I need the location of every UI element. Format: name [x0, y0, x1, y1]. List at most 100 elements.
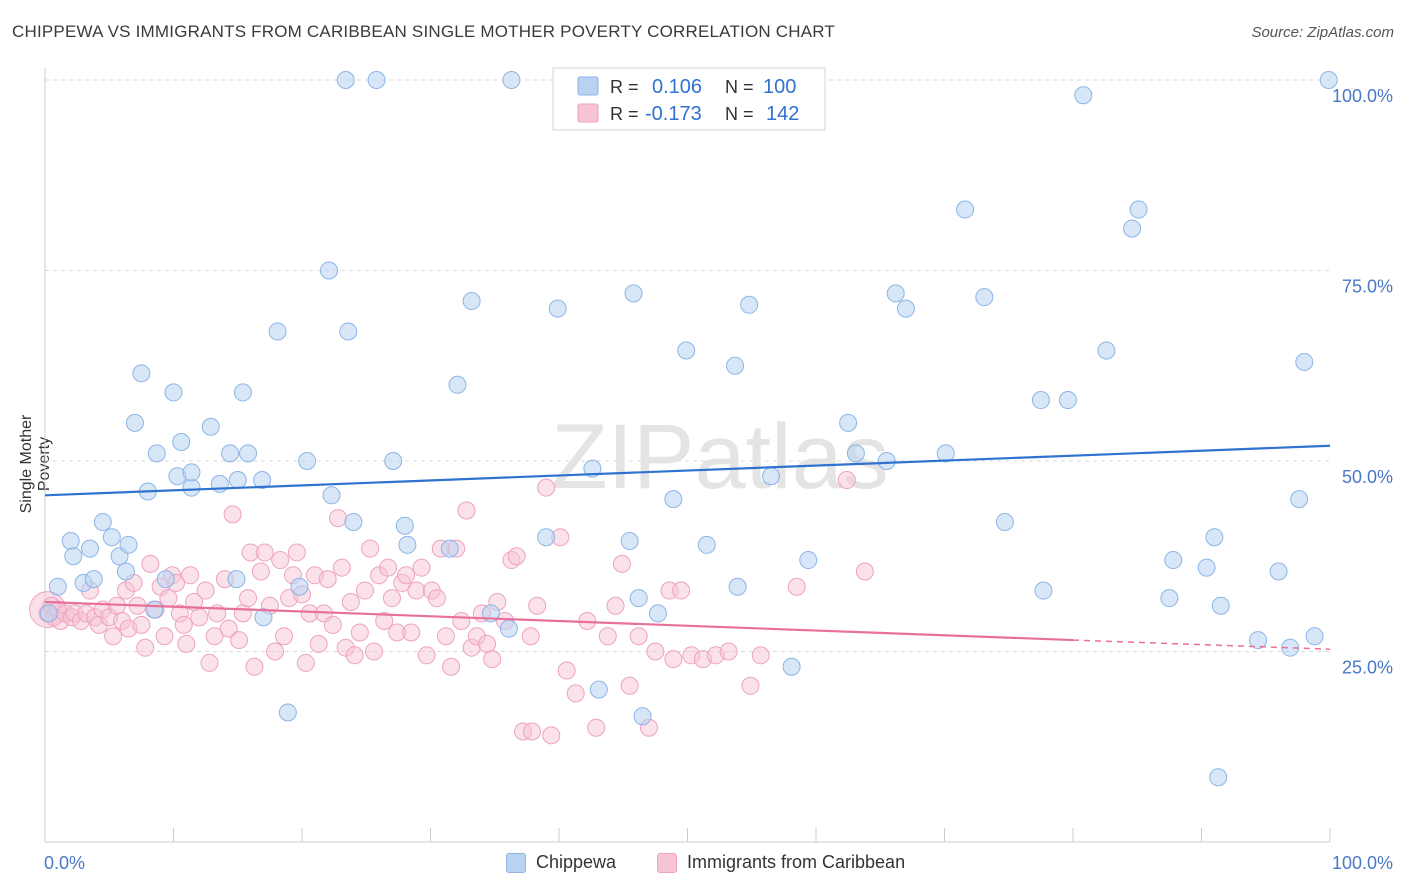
chippewa-point	[132, 364, 151, 383]
caribbean-point	[230, 631, 249, 650]
caribbean-point	[328, 509, 347, 528]
caribbean-point	[233, 604, 252, 623]
bottom-legend-chippewa: Chippewa	[506, 852, 616, 873]
chippewa-point	[1164, 551, 1183, 570]
chippewa-point	[583, 459, 602, 478]
caribbean-point	[478, 634, 497, 653]
caribbean-point	[719, 642, 738, 661]
chippewa-point	[728, 577, 747, 596]
chippewa-point	[629, 589, 648, 608]
chippewa-point	[125, 413, 144, 432]
chippewa-point	[221, 444, 240, 463]
caribbean-point	[457, 501, 476, 520]
caribbean-point	[855, 562, 874, 581]
chippewa-point	[956, 200, 975, 219]
chippewa-point	[448, 375, 467, 394]
caribbean-point	[255, 543, 274, 562]
caribbean-point	[287, 543, 306, 562]
chippewa-point	[896, 299, 915, 318]
caribbean-swatch	[657, 852, 677, 873]
chippewa-point	[253, 471, 272, 490]
caribbean-point	[402, 623, 421, 642]
trend-lines	[44, 444, 1331, 650]
chippewa-point	[839, 413, 858, 432]
caribbean-point	[132, 615, 151, 634]
caribbean-point	[190, 608, 209, 627]
caribbean-point	[397, 566, 416, 585]
chippewa-point	[499, 619, 518, 638]
chippewa-point	[116, 562, 135, 581]
chippewa-point	[975, 288, 994, 307]
caribbean-point	[837, 471, 856, 490]
caribbean-point	[181, 566, 200, 585]
chippewa-point	[1058, 391, 1077, 410]
caribbean-point	[382, 589, 401, 608]
caribbean-point	[104, 627, 123, 646]
chippewa-point	[344, 512, 363, 531]
y-tick-label: 25.0%	[1342, 658, 1393, 678]
legend-r-label-1: R =	[610, 77, 639, 97]
chippewa-point	[726, 356, 745, 375]
caribbean-point	[205, 627, 224, 646]
chippewa-point	[268, 322, 287, 341]
caribbean-point	[483, 650, 502, 669]
series-caribbean-points	[29, 471, 874, 745]
chippewa-point	[1123, 219, 1142, 238]
caribbean-point	[323, 615, 342, 634]
chippewa-point	[322, 486, 341, 505]
chippewa-point	[995, 512, 1014, 531]
caribbean-point	[751, 646, 770, 665]
caribbean-point	[452, 612, 471, 631]
chippewa-point	[648, 604, 667, 623]
caribbean-point	[318, 570, 337, 589]
caribbean-point	[612, 554, 631, 573]
bottom-legend: Chippewa Immigrants from Caribbean	[0, 852, 1406, 878]
chippewa-point	[119, 535, 138, 554]
chippewa-point	[278, 703, 297, 722]
chippewa-point	[886, 284, 905, 303]
chippewa-point	[336, 71, 355, 89]
chippewa-point	[1305, 627, 1324, 646]
chippewa-point	[1209, 768, 1228, 787]
chippewa-point	[239, 444, 258, 463]
caribbean-point	[155, 627, 174, 646]
chippewa-swatch	[506, 852, 526, 873]
caribbean-point	[528, 596, 547, 615]
legend-n-value-2: 142	[766, 103, 799, 125]
caribbean-point	[196, 581, 215, 600]
chippewa-point	[624, 284, 643, 303]
caribbean-point	[407, 581, 426, 600]
caribbean-point	[271, 551, 290, 570]
gridlines	[45, 79, 1330, 652]
x-tick-label-end: 100.0%	[1332, 853, 1393, 873]
caribbean-point	[629, 627, 648, 646]
chippewa-point	[1034, 581, 1053, 600]
chippewa-point	[172, 432, 191, 451]
caribbean-point	[275, 627, 294, 646]
chippewa-point	[548, 299, 567, 318]
chippewa-point	[367, 71, 386, 89]
caribbean-point	[136, 638, 155, 657]
caribbean-point	[523, 722, 542, 741]
caribbean-point	[557, 661, 576, 680]
chippewa-point	[1129, 200, 1148, 219]
chippewa-point	[39, 604, 58, 623]
y-tick-label: 100.0%	[1332, 86, 1393, 106]
source-label: Source: ZipAtlas.com	[1251, 24, 1394, 41]
chippewa-point	[228, 471, 247, 490]
caribbean-point	[672, 581, 691, 600]
chippewa-point	[1160, 589, 1179, 608]
bottom-legend-caribbean-label: Immigrants from Caribbean	[687, 852, 906, 872]
bottom-legend-chippewa-label: Chippewa	[536, 852, 617, 872]
caribbean-point	[436, 627, 455, 646]
caribbean-point	[587, 718, 606, 737]
caribbean-point	[598, 627, 617, 646]
chippewa-point	[1074, 86, 1093, 105]
chippewa-point	[290, 577, 309, 596]
legend-n-label-2: N =	[725, 104, 754, 124]
chippewa-point	[1097, 341, 1116, 360]
caribbean-point	[427, 589, 446, 608]
caribbean-point	[379, 558, 398, 577]
chippewa-point	[936, 444, 955, 463]
caribbean-point	[566, 684, 585, 703]
